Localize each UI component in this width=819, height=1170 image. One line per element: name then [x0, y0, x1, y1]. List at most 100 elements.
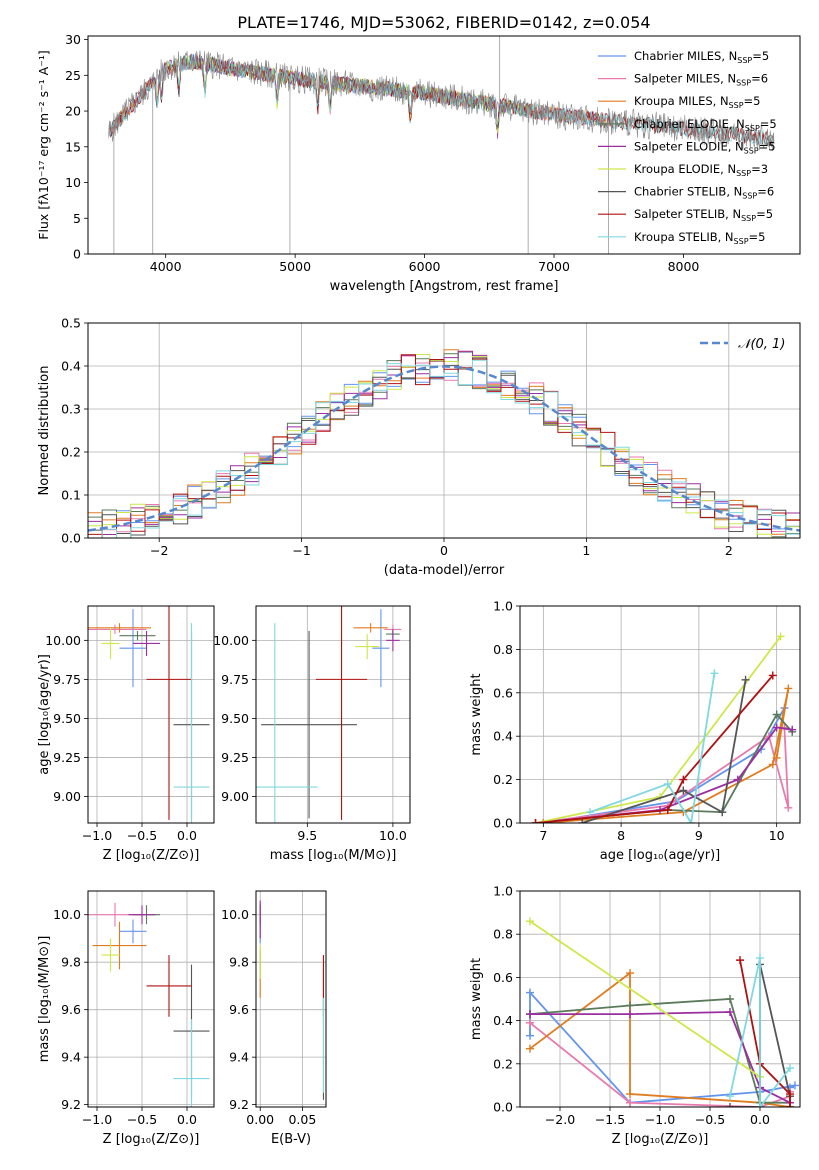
weight-marker — [526, 1044, 534, 1053]
legend-sub: SSP — [729, 101, 744, 110]
legend-sub: SSP — [734, 237, 749, 246]
legend-entry: Kroupa STELIB, NSSP=5 — [634, 230, 765, 246]
x-axis-label: mass [log₁₀(M/M⊙)] — [270, 848, 397, 863]
x-axis-label: (data-model)/error — [384, 563, 505, 578]
weight-line — [535, 635, 782, 823]
x-tick-label: −1 — [292, 543, 310, 558]
weight-marker — [710, 669, 719, 678]
x-axis-label: age [log₁₀(age/yr)] — [600, 848, 721, 863]
x-tick-label: 0.0 — [750, 1112, 770, 1127]
x-tick-label: 10.0 — [379, 828, 407, 843]
x-tick-label: −1.0 — [82, 1112, 112, 1127]
y-tick-label: 9.6 — [61, 1002, 81, 1017]
y-tick-label: 0.5 — [61, 316, 81, 331]
axes-frame — [87, 605, 215, 824]
y-tick-label: 9.25 — [53, 750, 81, 765]
weight-marker — [687, 819, 696, 823]
weight-line — [589, 673, 716, 823]
x-tick-label: −0.5 — [127, 1112, 157, 1127]
y-tick-label: 0.4 — [493, 1013, 513, 1028]
weight-marker — [786, 1064, 794, 1073]
y-tick-label: 30 — [65, 32, 81, 47]
x-tick-label: 9 — [695, 828, 703, 843]
y-tick-label: 0.0 — [493, 1100, 513, 1115]
y-axis-label: mass weight — [469, 958, 484, 1040]
weight-marker — [772, 723, 781, 732]
weight-marker — [756, 953, 764, 962]
y-tick-label: 0.4 — [493, 729, 513, 744]
weight-marker — [531, 819, 540, 823]
x-tick-label: 0 — [440, 543, 448, 558]
legend-tail: =5 — [756, 207, 773, 221]
x-tick-label: −1.0 — [645, 1112, 675, 1127]
legend-sub: SSP — [741, 214, 756, 223]
weight-marker — [736, 956, 744, 965]
y-tick-label: 9.6 — [229, 1002, 249, 1017]
weight-marker — [772, 753, 781, 762]
x-axis-label: wavelength [Angstrom, rest frame] — [330, 279, 559, 294]
y-tick-label: 9.8 — [229, 955, 249, 970]
legend-label: Chabrier STELIB, N — [634, 185, 742, 199]
x-tick-label: 0.0 — [177, 828, 197, 843]
x-tick-label: −1.5 — [595, 1112, 625, 1127]
legend-entry: Kroupa ELODIE, NSSP=3 — [634, 162, 768, 178]
weight-marker — [626, 1090, 634, 1099]
panel-age-vs-Z: −1.0 −0.5 0.0 9.00 9.25 9.50 9.75 10.00 Z [log₁₀… — [37, 605, 215, 863]
x-tick-label: −1.0 — [82, 828, 112, 843]
legend-sub: SSP — [736, 169, 751, 178]
y-tick-label: 0.0 — [493, 816, 513, 831]
weight-marker — [726, 995, 734, 1003]
figure-title: PLATE=1746, MJD=53062, FIBERID=0142, z=0… — [237, 13, 650, 32]
y-tick-label: 25 — [65, 68, 81, 83]
weight-marker — [679, 775, 688, 784]
y-tick-label: 9.4 — [229, 1050, 249, 1065]
panel-age-vs-mass: 9.5 10.0 9.00 9.25 9.50 9.75 10.00 mass [log₁₀(… — [213, 605, 411, 863]
histogram-step — [88, 357, 800, 538]
legend-tail: =5 — [759, 139, 776, 153]
x-tick-label: 2 — [725, 543, 733, 558]
weight-marker — [786, 1090, 794, 1099]
weight-line — [535, 674, 774, 823]
y-tick-label: 0.6 — [493, 970, 513, 985]
weight-marker — [663, 779, 672, 788]
y-tick-label: 10.00 — [45, 633, 81, 648]
legend-label: Kroupa MILES, N — [634, 94, 729, 108]
weight-marker — [626, 969, 634, 978]
y-tick-label: 9.8 — [61, 955, 81, 970]
y-tick-label: 9.75 — [221, 672, 249, 687]
weight-line — [739, 959, 791, 1107]
x-axis-label: Z [log₁₀(Z/Z⊙)] — [612, 1132, 709, 1147]
y-tick-label: 9.2 — [61, 1097, 81, 1112]
plot-area — [88, 606, 210, 823]
panel-spectrum: 4000 5000 6000 7000 8000 0 5 10 15 20 25 30 waveleng… — [36, 32, 801, 294]
legend-label: Salpeter ELODIE, N — [634, 139, 744, 153]
weight-marker — [784, 684, 793, 693]
y-tick-label: 15 — [65, 139, 81, 154]
x-tick-label: 0.0 — [177, 1112, 197, 1127]
weight-marker — [526, 988, 534, 997]
x-tick-label: 8 — [617, 828, 625, 843]
legend-sub: SSP — [744, 146, 759, 155]
weight-marker — [526, 1018, 534, 1027]
axes-frame — [519, 605, 801, 824]
weight-marker — [718, 808, 727, 817]
y-tick-label: 0.2 — [493, 772, 513, 787]
weight-marker — [526, 1010, 534, 1019]
x-tick-label: −2.0 — [545, 1112, 575, 1127]
y-tick-label: 0.1 — [61, 488, 81, 503]
weight-marker — [586, 808, 594, 817]
plot-area — [88, 349, 800, 538]
histogram-step — [88, 354, 800, 538]
legend-entry: Kroupa MILES, NSSP=5 — [634, 94, 760, 110]
normal-curve — [88, 365, 800, 532]
y-tick-label: 0.8 — [493, 642, 513, 657]
weight-marker — [679, 786, 688, 795]
panel-weight-vs-Z: −2.0 −1.5 −1.0 −0.5 0.0 0.0 0.2 0.4 0.6 0.8 1.0 Z [… — [469, 884, 801, 1147]
y-axis-label: Normed distribution — [37, 366, 52, 496]
legend-sub: SSP — [742, 192, 757, 201]
x-tick-label: 10 — [769, 828, 785, 843]
legend-tail: =6 — [751, 72, 768, 86]
x-axis-label: Z [log₁₀(Z/Z⊙)] — [103, 1132, 200, 1147]
x-tick-label: 8000 — [668, 259, 700, 274]
